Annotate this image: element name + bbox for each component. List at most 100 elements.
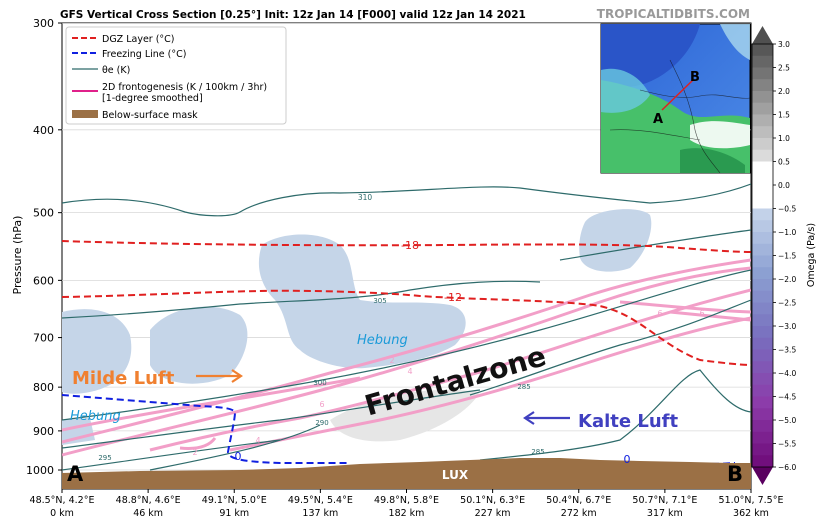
colorbar-swatch: [752, 67, 773, 80]
x-tick-coord: 49.1°N, 5.0°E: [202, 495, 267, 506]
colorbar-tick-label: −6.0: [778, 463, 796, 472]
colorbar-tick-label: 0.0: [778, 181, 790, 190]
y-axis: 300 400 500 600 700 800 900 1000: [26, 17, 62, 477]
y-tick-label: 700: [33, 332, 54, 345]
theta-e-label: 300: [313, 379, 326, 387]
x-tick-coord: 48.5°N, 4.2°E: [30, 495, 95, 506]
colorbar-swatch: [752, 232, 773, 245]
y-tick-label: 800: [33, 381, 54, 394]
legend-theta-e: θe (K): [102, 65, 130, 76]
colorbar-tick-label: −2.5: [778, 299, 796, 308]
colorbar-tick-label: −1.0: [778, 228, 796, 237]
frontogenesis-label: 2: [192, 448, 197, 457]
y-tick-label: 600: [33, 274, 54, 287]
y-axis-label: Pressure (hPa): [11, 216, 24, 295]
legend-frontogenesis: 2D frontogenesis (K / 100km / 3hr) [1-deg…: [102, 82, 267, 104]
below-surface-mask: [62, 458, 751, 489]
x-tick-coord: 50.1°N, 6.3°E: [460, 495, 525, 506]
theta-e-label: 285: [517, 383, 530, 391]
colorbar-swatch: [752, 443, 773, 456]
colorbar-min-extend: [752, 467, 773, 485]
colorbar-swatch: [752, 326, 773, 339]
freezing-label: 0: [235, 450, 242, 463]
colorbar-swatch: [752, 220, 773, 233]
x-tick-distance: 362 km: [733, 508, 769, 519]
colorbar-tick-label: −4.5: [778, 393, 796, 402]
dgz-lines: [62, 240, 751, 366]
colorbar-tick-label: −1.5: [778, 252, 796, 261]
y-tick-label: 300: [33, 17, 54, 30]
chart-title: GFS Vertical Cross Section [0.25°] Init:…: [60, 9, 526, 21]
colorbar-swatch: [752, 279, 773, 292]
legend-mask: Below-surface mask: [102, 110, 198, 121]
x-tick-coord: 50.4°N, 6.7°E: [546, 495, 611, 506]
milde-luft-arrow: [196, 369, 243, 383]
x-tick-coord: 49.5°N, 5.4°E: [288, 495, 353, 506]
hebung-label-right: Hebung: [357, 333, 408, 348]
point-a-label: A: [67, 462, 84, 486]
colorbar-swatch: [752, 314, 773, 327]
colorbar-swatch: [752, 161, 773, 174]
colorbar-swatch: [752, 44, 773, 57]
frontogenesis-label: 6: [699, 309, 704, 318]
omega-shading: [62, 209, 652, 445]
y-tick-label: 900: [33, 425, 54, 438]
theta-e-label: 290: [315, 419, 328, 427]
theta-e-label: 285: [531, 448, 544, 456]
colorbar-swatch: [752, 185, 773, 198]
colorbar-swatch: [752, 79, 773, 92]
colorbar-swatch: [752, 267, 773, 280]
milde-luft-label: Milde Luft: [72, 368, 175, 389]
colorbar-max-extend: [752, 26, 773, 44]
colorbar-tick-label: 1.5: [778, 111, 790, 120]
colorbar-tick-label: 2.0: [778, 87, 790, 96]
colorbar-tick-label: −4.0: [778, 369, 796, 378]
colorbar-swatch: [752, 373, 773, 386]
theta-e-label: 305: [373, 297, 386, 305]
colorbar-tick-label: −0.5: [778, 205, 796, 214]
colorbar-swatch: [752, 255, 773, 268]
kalte-luft-label: Kalte Luft: [578, 411, 678, 432]
map-point-b: B: [690, 70, 700, 85]
legend: DGZ Layer (°C) Freezing Line (°C) θe (K)…: [65, 26, 287, 125]
colorbar-swatch: [752, 126, 773, 139]
freezing-label: 0: [624, 453, 631, 466]
colorbar-swatch: [752, 208, 773, 221]
freezing-line: [62, 394, 736, 466]
hebung-label-left: Hebung: [70, 409, 121, 424]
x-tick-coord: 49.8°N, 5.8°E: [374, 495, 439, 506]
colorbar-tick-label: −3.0: [778, 322, 796, 331]
x-tick-distance: 317 km: [647, 508, 683, 519]
colorbar-swatch: [752, 102, 773, 115]
colorbar-tick-label: 2.5: [778, 64, 790, 73]
colorbar-swatch: [752, 431, 773, 444]
colorbar-tick-label: −3.5: [778, 346, 796, 355]
x-axis: 48.5°N, 4.2°E 0 km 48.8°N, 4.6°E 46 km 49.1°…: [30, 489, 784, 519]
y-tick-label: 500: [33, 207, 54, 220]
legend-freezing: Freezing Line (°C): [102, 49, 186, 60]
colorbar-swatch: [752, 149, 773, 162]
frontogenesis-label: 6: [319, 400, 324, 409]
lux-label: LUX: [442, 468, 469, 482]
theta-e-label: 310: [358, 193, 373, 202]
frontogenesis-label: 4: [407, 391, 412, 400]
inset-map: A B: [600, 23, 751, 174]
colorbar-swatch: [752, 396, 773, 409]
colorbar-swatch: [752, 420, 773, 433]
x-tick-distance: 272 km: [561, 508, 597, 519]
x-tick-distance: 182 km: [389, 508, 425, 519]
colorbar: 3.0 2.5 2.0 1.5 1.0 0.5 0.0 −0.5 −1.0 −1.5 −2.0 −2.…: [751, 26, 796, 485]
colorbar-swatch: [752, 361, 773, 374]
x-tick-distance: 0 km: [50, 508, 74, 519]
colorbar-swatch: [752, 408, 773, 421]
colorbar-swatch: [752, 384, 773, 397]
colorbar-tick-label: 1.0: [778, 134, 790, 143]
colorbar-swatch: [752, 337, 773, 350]
x-tick-coord: 51.0°N, 7.5°E: [719, 495, 784, 506]
x-tick-distance: 91 km: [219, 508, 249, 519]
colorbar-swatch: [752, 243, 773, 256]
colorbar-swatch: [752, 349, 773, 362]
point-b-label: B: [727, 462, 743, 486]
x-tick-distance: 227 km: [475, 508, 511, 519]
